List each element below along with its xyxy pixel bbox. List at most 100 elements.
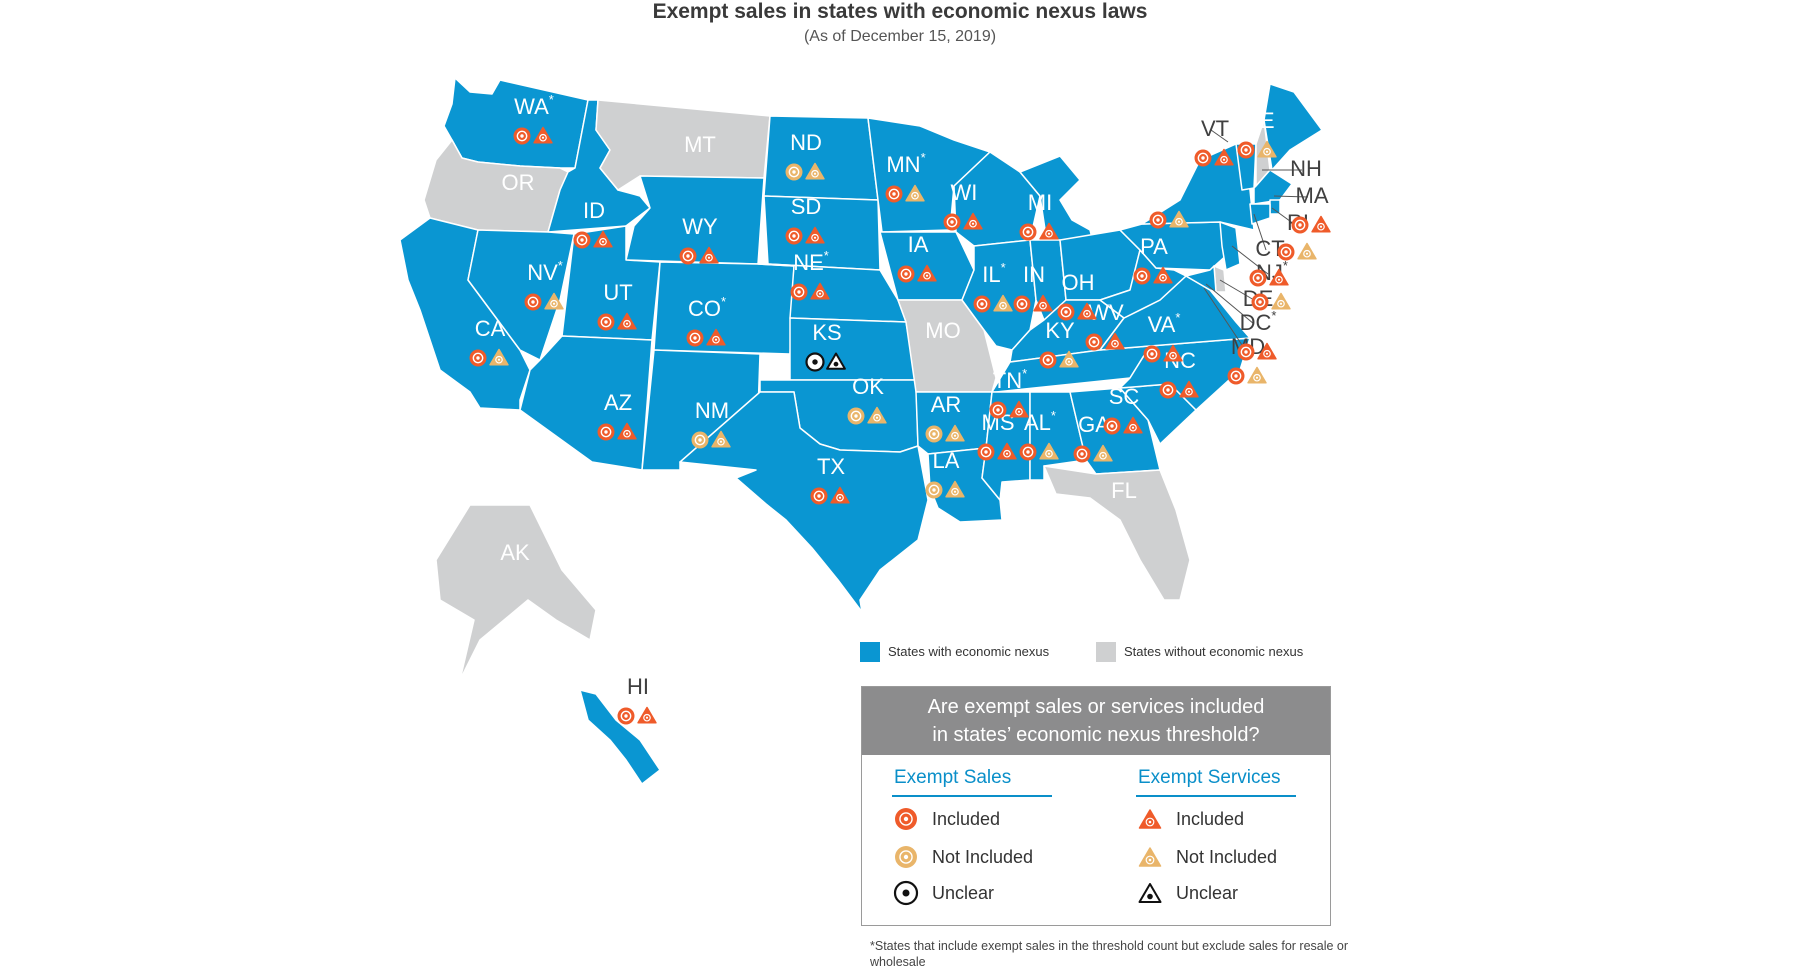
services-marker-id bbox=[593, 230, 613, 248]
state-nj bbox=[1219, 221, 1241, 271]
sales-marker-ks bbox=[805, 352, 825, 372]
sales-marker-ar bbox=[925, 425, 943, 443]
threshold-key: Are exempt sales or services included in… bbox=[861, 686, 1331, 926]
services-marker-ca bbox=[489, 348, 509, 366]
sales-marker-tn bbox=[989, 401, 1007, 419]
key-triangle-unclear bbox=[1138, 883, 1162, 903]
sales-unclear-label: Unclear bbox=[932, 883, 995, 903]
leader-md bbox=[1203, 287, 1245, 349]
leader-ct bbox=[1253, 213, 1267, 251]
sales-marker-vt bbox=[1194, 149, 1212, 167]
state-label-mo: MO bbox=[925, 318, 960, 343]
state-label-sd: SD bbox=[791, 194, 822, 219]
state-mi bbox=[1019, 155, 1097, 261]
state-label-ak: AK bbox=[500, 540, 530, 565]
sales-marker-az bbox=[597, 423, 615, 441]
sales-marker-ky bbox=[1039, 351, 1057, 369]
state-label-va: VA* bbox=[1148, 310, 1181, 337]
exempt-sales-rule bbox=[892, 795, 1052, 797]
state-label-tx: TX bbox=[817, 454, 845, 479]
services-marker-sd bbox=[805, 226, 825, 244]
state-label-nd: ND bbox=[790, 130, 822, 155]
sales-marker-nc bbox=[1159, 381, 1177, 399]
state-nv bbox=[467, 229, 575, 361]
services-marker-wa bbox=[533, 126, 553, 144]
state-label-ks: KS bbox=[812, 320, 841, 345]
state-label-oh: OH bbox=[1062, 270, 1095, 295]
state-label-ca: CA bbox=[475, 316, 506, 341]
leader-dc bbox=[1205, 283, 1255, 325]
services-included-label: Included bbox=[1176, 809, 1245, 829]
sales-included-label: Included bbox=[932, 809, 1001, 829]
asterisk-nj: * bbox=[1283, 258, 1288, 273]
services-marker-pa bbox=[1153, 266, 1173, 284]
state-wa bbox=[443, 77, 589, 169]
sales-marker-va bbox=[1143, 345, 1161, 363]
services-marker-tn bbox=[1009, 400, 1029, 418]
state-label-la: LA bbox=[933, 448, 960, 473]
sales-marker-nm bbox=[691, 431, 709, 449]
state-label-dc: DC* bbox=[1240, 308, 1277, 335]
asterisk-tn: * bbox=[1022, 366, 1027, 381]
state-label-in: IN bbox=[1023, 262, 1045, 287]
asterisk-mn: * bbox=[921, 150, 926, 165]
services-marker-md bbox=[1247, 366, 1267, 384]
state-label-ut: UT bbox=[603, 280, 632, 305]
services-marker-ma bbox=[1311, 215, 1331, 233]
sales-marker-nv bbox=[524, 293, 542, 311]
sales-marker-nd bbox=[785, 163, 803, 181]
state-label-ny: NY bbox=[1155, 178, 1186, 203]
asterisk-va: * bbox=[1175, 310, 1180, 325]
sales-marker-id bbox=[573, 231, 591, 249]
sales-marker-ma bbox=[1291, 216, 1309, 234]
services-marker-ar bbox=[945, 424, 965, 442]
sales-marker-in bbox=[1013, 295, 1031, 313]
state-label-co: CO* bbox=[688, 294, 726, 321]
sales-marker-ia bbox=[897, 265, 915, 283]
sales-marker-md bbox=[1227, 367, 1245, 385]
state-label-wy: WY bbox=[682, 214, 718, 239]
sales-marker-sc bbox=[1103, 417, 1121, 435]
state-ri bbox=[1269, 199, 1281, 215]
services-marker-ut bbox=[617, 312, 637, 330]
sales-marker-ut bbox=[597, 313, 615, 331]
services-marker-ri bbox=[1297, 242, 1317, 260]
services-marker-az bbox=[617, 422, 637, 440]
services-marker-co bbox=[706, 328, 726, 346]
asterisk-ne: * bbox=[824, 248, 829, 263]
state-shapes bbox=[399, 77, 1323, 785]
state-label-ia: IA bbox=[908, 232, 929, 257]
sales-marker-ny bbox=[1149, 211, 1167, 229]
services-marker-in bbox=[1033, 294, 1053, 312]
services-unclear-icon bbox=[1138, 883, 1162, 903]
services-not-included-label: Not Included bbox=[1176, 847, 1278, 867]
state-labels: WA* OR CA ID NV* MT WY UT CO* AZ NM ND SD NE* KS OK TX MN… bbox=[475, 92, 1329, 699]
services-marker-va bbox=[1163, 344, 1183, 362]
services-marker-wi bbox=[963, 212, 983, 230]
sales-marker-wy bbox=[679, 247, 697, 265]
state-label-sc: SC bbox=[1109, 384, 1140, 409]
sales-marker-ct bbox=[1249, 269, 1267, 287]
sales-marker-ms bbox=[977, 443, 995, 461]
state-fl bbox=[1043, 465, 1191, 601]
state-label-nv: NV* bbox=[527, 258, 563, 285]
asterisk-wa: * bbox=[549, 92, 554, 107]
sales-marker-pa bbox=[1133, 267, 1151, 285]
sales-marker-hi bbox=[617, 707, 635, 725]
services-marker-il bbox=[993, 294, 1013, 312]
services-marker-ga bbox=[1093, 444, 1113, 462]
key-circle-not_included bbox=[895, 846, 917, 868]
sales-marker-wi bbox=[943, 213, 961, 231]
sales-marker-tx bbox=[810, 487, 828, 505]
asterisk-dc: * bbox=[1271, 308, 1276, 323]
exempt-services-rule bbox=[1136, 795, 1296, 797]
sales-marker-co bbox=[686, 329, 704, 347]
leader-lines bbox=[1203, 129, 1309, 349]
services-marker-me bbox=[1257, 140, 1277, 158]
services-marker-ia bbox=[917, 264, 937, 282]
services-marker-ny bbox=[1169, 210, 1189, 228]
services-marker-wv bbox=[1105, 332, 1125, 350]
services-marker-wy bbox=[699, 246, 719, 264]
no-nexus-legend-label: States without economic nexus bbox=[1124, 644, 1304, 659]
state-label-mn: MN* bbox=[886, 150, 925, 177]
